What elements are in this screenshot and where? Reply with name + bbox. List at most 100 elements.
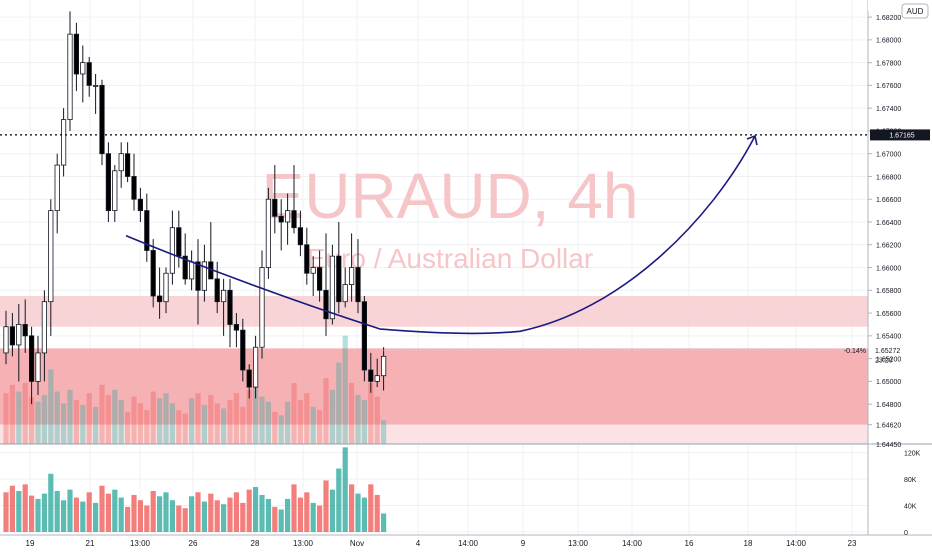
candle-body[interactable] (93, 84, 99, 87)
candle-body[interactable] (252, 346, 259, 388)
volume-bar[interactable] (317, 505, 323, 532)
candle-body[interactable] (150, 250, 156, 297)
candle-body[interactable] (304, 244, 310, 274)
volume-bar[interactable] (105, 493, 111, 532)
volume-bar[interactable] (304, 492, 310, 532)
volume-axis[interactable]: 120K 80K 40K 0 (904, 450, 921, 536)
volume-bar[interactable] (35, 498, 41, 532)
volume-bar[interactable] (67, 489, 73, 532)
volume-bar[interactable] (150, 490, 156, 532)
candle-body[interactable] (28, 335, 35, 382)
volume-bar[interactable] (355, 493, 361, 532)
volume-bar[interactable] (157, 496, 163, 532)
volume-bar[interactable] (323, 480, 329, 532)
candle-body[interactable] (35, 352, 41, 382)
candle-body[interactable] (214, 278, 220, 303)
candle-body[interactable] (220, 289, 227, 303)
candle-body[interactable] (112, 170, 118, 212)
volume-bar[interactable] (182, 508, 188, 532)
candle-body[interactable] (41, 301, 48, 354)
volume-bar[interactable] (297, 497, 303, 532)
volume-bar[interactable] (374, 494, 380, 532)
candle-body[interactable] (195, 261, 201, 291)
candle-body[interactable] (86, 62, 92, 86)
candle-body[interactable] (16, 324, 22, 346)
candle-body[interactable] (182, 255, 188, 280)
volume-bar[interactable] (86, 492, 92, 532)
candle-body[interactable] (169, 227, 175, 274)
volume-bar[interactable] (73, 497, 79, 532)
candle-body[interactable] (323, 289, 329, 320)
volume-bar[interactable] (227, 497, 233, 532)
volume-bar[interactable] (144, 505, 150, 532)
candle-body[interactable] (272, 198, 278, 217)
time-axis[interactable]: 19 21 13:00 26 28 13:00 Nov 4 14:00 9 13:00 14:00 16… (26, 539, 857, 548)
candle-body[interactable] (61, 119, 67, 166)
candle-body[interactable] (163, 272, 169, 303)
candle-body[interactable] (227, 289, 233, 325)
candle-body[interactable] (368, 369, 374, 382)
candle-body[interactable] (131, 176, 137, 200)
volume-bar[interactable] (291, 484, 297, 532)
candle-body[interactable] (336, 255, 342, 303)
volume-bar[interactable] (329, 489, 335, 532)
candle-body[interactable] (105, 153, 111, 212)
candle-body[interactable] (348, 267, 355, 286)
candle-body[interactable] (9, 326, 15, 346)
candle-body[interactable] (355, 267, 361, 303)
candle-body[interactable] (265, 198, 272, 268)
volume-bar[interactable] (253, 487, 259, 532)
candle-body[interactable] (22, 324, 28, 337)
candle-body[interactable] (67, 33, 73, 120)
candle-body[interactable] (125, 153, 131, 177)
resistance-zone[interactable] (0, 296, 868, 327)
volume-bar[interactable] (93, 502, 99, 532)
candle-body[interactable] (342, 284, 348, 303)
volume-bar[interactable] (265, 498, 271, 532)
volume-bar[interactable] (29, 495, 35, 532)
volume-bar[interactable] (112, 489, 118, 532)
volume-bar[interactable] (41, 493, 47, 532)
volume-bar[interactable] (118, 497, 124, 532)
support-zone[interactable] (0, 348, 868, 425)
candle-body[interactable] (297, 227, 304, 246)
candle-body[interactable] (246, 369, 252, 388)
candle-body[interactable] (80, 62, 86, 75)
volume-bar[interactable] (48, 473, 54, 532)
candle-body[interactable] (3, 326, 9, 354)
candle-body[interactable] (380, 355, 387, 377)
volume-bar[interactable] (80, 501, 86, 532)
volume-bar[interactable] (361, 497, 367, 532)
volume-bar[interactable] (189, 496, 195, 532)
candle-body[interactable] (137, 198, 143, 212)
volume-bar[interactable] (259, 494, 265, 532)
candle-body[interactable] (361, 301, 368, 371)
candle-body[interactable] (291, 210, 297, 229)
volume-bar[interactable] (381, 513, 387, 532)
candle-body[interactable] (329, 255, 336, 320)
volume-bar[interactable] (221, 504, 227, 532)
volume-bar[interactable] (9, 485, 15, 532)
candle-body[interactable] (188, 261, 195, 280)
candle-body[interactable] (310, 267, 316, 274)
volume-bar[interactable] (3, 492, 9, 532)
volume-bar[interactable] (336, 468, 342, 532)
volume-bar[interactable] (208, 493, 214, 532)
candle-body[interactable] (99, 84, 105, 155)
candle-body[interactable] (316, 267, 323, 291)
currency-badge[interactable] (901, 3, 929, 19)
volume-bar[interactable] (240, 502, 246, 532)
candle-body[interactable] (284, 210, 291, 223)
candle-body[interactable] (73, 33, 79, 75)
volume-bar[interactable] (131, 494, 137, 532)
candle-body[interactable] (54, 164, 60, 212)
volume-bar[interactable] (61, 500, 67, 532)
volume-bar[interactable] (368, 484, 374, 532)
candle-body[interactable] (48, 210, 54, 303)
candle-body[interactable] (144, 210, 150, 251)
candle-body[interactable] (156, 295, 163, 303)
volume-bar[interactable] (278, 509, 284, 532)
volume-bar[interactable] (22, 484, 28, 532)
volume-bar[interactable] (349, 484, 355, 532)
